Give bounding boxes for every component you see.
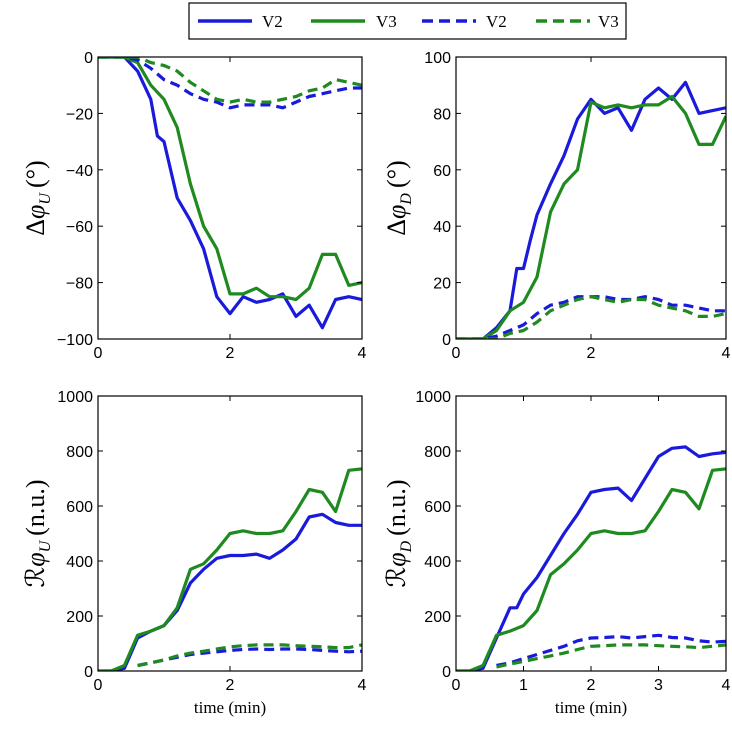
x-tick-label: 4 — [722, 345, 731, 362]
chart-panel-4: 0 1 2 3 4 0 200 400 600 800 1000 ℛφD(n.u.) time (min… — [382, 389, 731, 717]
series-group — [98, 467, 362, 671]
y-axis-label: ℛφU(n.u.) — [21, 479, 54, 587]
y-tick-label: 600 — [66, 499, 93, 516]
series-line-solid-v3 — [456, 94, 726, 339]
series-line-dashed-v3 — [98, 57, 362, 104]
series-line-solid-v2 — [456, 80, 726, 339]
y-tick-label: 0 — [84, 664, 93, 681]
y-tick-label: 80 — [433, 106, 451, 123]
y-tick-label: 20 — [433, 276, 451, 293]
y-tick-label: 1000 — [57, 389, 93, 406]
series-line-dashed-v3 — [137, 643, 362, 668]
y-tick-label: 0 — [84, 50, 93, 67]
legend-label: V3 — [376, 12, 397, 31]
y-axis-label: ℛφD(n.u.) — [382, 479, 415, 587]
legend-label: V2 — [262, 12, 283, 31]
x-tick-label: 2 — [226, 677, 235, 694]
x-tick-label: 1 — [519, 677, 528, 694]
legend-label: V3 — [598, 12, 619, 31]
series-group — [456, 445, 726, 671]
x-axis-label: time (min) — [194, 698, 266, 717]
x-tick-label: 0 — [452, 677, 461, 694]
x-tick-label: 3 — [654, 677, 663, 694]
series-line-solid-v2 — [98, 57, 362, 330]
y-tick-label: 200 — [66, 609, 93, 626]
plot-frame — [97, 56, 363, 340]
x-tick-label: 4 — [358, 345, 367, 362]
chart-panel-3: 0 2 4 0 200 400 600 800 1000 ℛφU(n.u.) time (min) — [21, 389, 367, 717]
y-tick-label: 400 — [424, 554, 451, 571]
x-tick-label: 0 — [452, 345, 461, 362]
y-tick-label: 600 — [424, 499, 451, 516]
series-line-dashed-v2 — [456, 295, 726, 339]
x-tick-label: 2 — [587, 345, 596, 362]
y-tick-label: 100 — [424, 50, 451, 67]
series-line-solid-v3 — [98, 57, 362, 302]
y-tick-label: −60 — [66, 219, 93, 236]
x-axis-label: time (min) — [555, 698, 627, 717]
y-axis-label: ΔφD(°) — [382, 160, 415, 235]
chart-panel-1: 0 2 4 −100 −80 −60 −40 −20 0 ΔφU(°) — [21, 50, 367, 362]
y-tick-label: −40 — [66, 163, 93, 180]
y-tick-label: 400 — [66, 554, 93, 571]
x-tick-label: 0 — [94, 345, 103, 362]
series-line-solid-v2 — [456, 445, 726, 671]
legend-label: V2 — [486, 12, 507, 31]
y-tick-label: 60 — [433, 163, 451, 180]
series-line-solid-v3 — [456, 467, 726, 671]
y-tick-label: 800 — [424, 444, 451, 461]
series-line-dashed-v2 — [98, 57, 362, 110]
y-axis-label: ΔφU(°) — [21, 160, 54, 235]
y-tick-label: 800 — [66, 444, 93, 461]
series-group — [98, 57, 362, 330]
x-tick-label: 4 — [722, 677, 731, 694]
series-line-dashed-v3 — [456, 295, 726, 339]
x-tick-label: 2 — [226, 345, 235, 362]
y-tick-label: 1000 — [415, 389, 451, 406]
series-line-solid-v2 — [98, 512, 362, 671]
series-group — [456, 80, 726, 339]
y-tick-label: 40 — [433, 219, 451, 236]
legend: V2 V3 V2 V3 — [188, 2, 627, 40]
y-tick-label: 0 — [442, 332, 451, 349]
series-line-dashed-v2 — [496, 633, 726, 668]
y-tick-label: 200 — [424, 609, 451, 626]
y-tick-label: −100 — [57, 332, 93, 349]
series-line-dashed-v3 — [496, 643, 726, 669]
x-tick-label: 2 — [587, 677, 596, 694]
y-tick-label: −20 — [66, 106, 93, 123]
x-tick-label: 4 — [358, 677, 367, 694]
x-tick-label: 0 — [94, 677, 103, 694]
series-line-solid-v3 — [98, 467, 362, 671]
y-tick-label: 0 — [442, 664, 451, 681]
y-tick-label: −80 — [66, 276, 93, 293]
